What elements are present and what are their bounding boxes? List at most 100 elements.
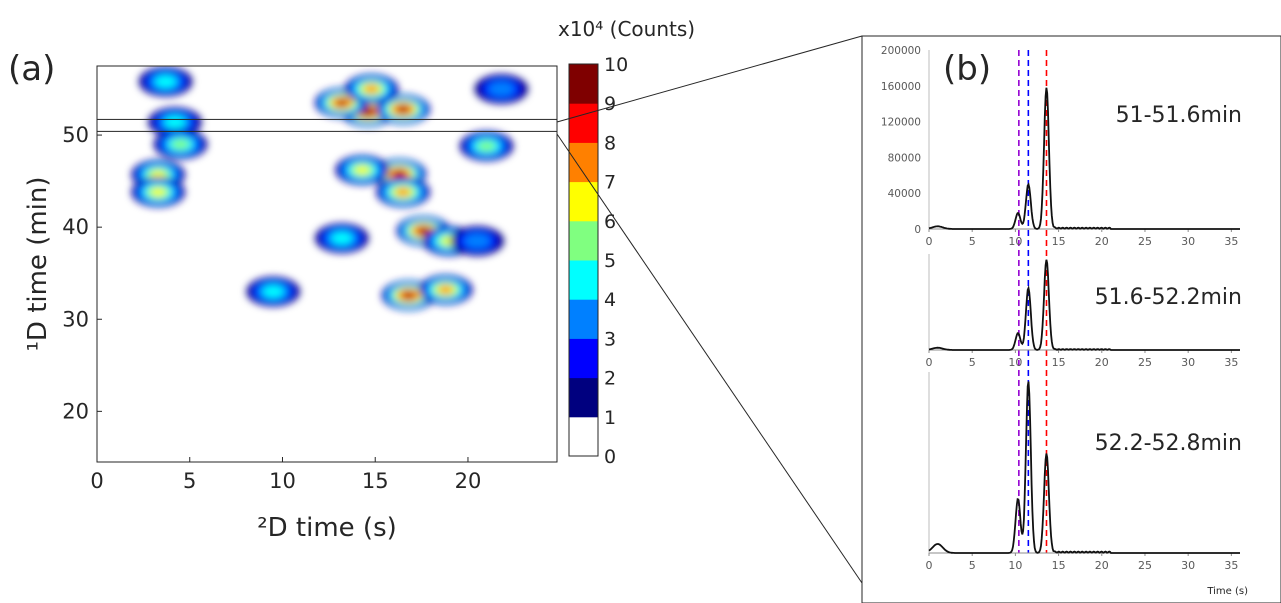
- chromatogram-trace: [928, 259, 1240, 351]
- heatmap-x-tick-label: 15: [362, 469, 389, 493]
- heatmap-blob-ring: [150, 187, 166, 197]
- chromatogram-x-tick-label: 0: [926, 356, 933, 369]
- heatmap-blob-ring: [150, 170, 166, 179]
- colorbar-segment: [569, 220, 598, 261]
- chromatogram-x-tick-label: 15: [1052, 235, 1066, 248]
- chromatogram-x-tick-label: 0: [926, 559, 933, 572]
- chromatogram-y-tick-label: 160000: [881, 81, 921, 93]
- chromatogram-x-tick-label: 5: [969, 235, 976, 248]
- heatmap-blob-ring: [488, 81, 515, 97]
- heatmap-blob-ring: [393, 170, 405, 177]
- chromatogram-x-tick-label: 0: [926, 235, 933, 248]
- heatmap-axes-frame: [96, 65, 558, 463]
- colorbar-unit-label: x10⁴ (Counts): [558, 17, 695, 41]
- chromatogram-x-tick-label: 25: [1138, 235, 1152, 248]
- heatmap-blob-ring: [337, 99, 347, 106]
- heatmap-blob-ring: [164, 116, 186, 129]
- heatmap-y-tick-label: 20: [62, 399, 89, 423]
- chromatogram-x-tick-label: 25: [1138, 356, 1152, 369]
- colorbar-tick-label: 6: [604, 211, 616, 233]
- chromatogram-y-tick-label: 200000: [881, 45, 921, 57]
- chromatogram-x-tick-label: 35: [1224, 356, 1238, 369]
- colorbar-tick-label: 7: [604, 172, 616, 194]
- colorbar-segment: [569, 377, 598, 418]
- chromatogram-x-tick-label: 5: [969, 559, 976, 572]
- chromatogram-x-tick-label: 15: [1052, 356, 1066, 369]
- heatmap-x-tick-label: 10: [269, 469, 296, 493]
- colorbar-tick-label: 0: [604, 446, 616, 468]
- colorbar-segment: [569, 181, 598, 222]
- colorbar-segment: [569, 416, 598, 457]
- chromatogram-x-tick-label: 20: [1095, 356, 1109, 369]
- chromatogram-trace: [928, 87, 1240, 230]
- panel-b-frame: [861, 35, 1281, 603]
- chromatogram-x-tick-label: 30: [1181, 356, 1195, 369]
- chromatogram-x-tick-label: 30: [1181, 559, 1195, 572]
- colorbar-segment: [569, 260, 598, 300]
- colorbar-tick-label: 5: [604, 250, 616, 272]
- chromatogram-x-tick-label: 20: [1095, 235, 1109, 248]
- colorbar-segment: [569, 338, 598, 379]
- colorbar-segment: [569, 103, 598, 143]
- heatmap-blobs: [131, 66, 529, 311]
- zoom-connector-bottom: [556, 133, 863, 584]
- heatmap-blob-ring: [262, 285, 284, 298]
- chromatogram-trace: [928, 381, 1240, 554]
- panel-b-label: (b): [943, 49, 991, 89]
- heatmap-blob-ring: [171, 139, 190, 150]
- chromatogram-y-tick-label: 120000: [881, 117, 921, 129]
- heatmap-y-tick-label: 40: [62, 215, 89, 239]
- colorbar-tick-label: 3: [604, 328, 616, 350]
- heatmap-y-tick-label: 30: [62, 307, 89, 331]
- heatmap-x-axis-label: ²D time (s): [257, 513, 397, 543]
- heatmap-blob-ring: [418, 227, 429, 234]
- chromatogram-x-tick-label: 5: [969, 356, 976, 369]
- colorbar: 0 1 2 3 4 5 6 7 8 9 10: [568, 54, 628, 468]
- heatmap-blob-ring: [463, 233, 491, 249]
- heatmap-blob-ring: [477, 141, 496, 152]
- heatmap-axes: 0 5 10 15 20 20 30 40 50: [62, 123, 481, 493]
- colorbar-tick-label: 1: [604, 407, 616, 429]
- chromatogram-stack: 0 5 10 15 20 25 30 3504000080000120000160000200…: [881, 45, 1242, 572]
- chromatogram-title: 51.6-52.2min: [1095, 285, 1242, 310]
- chromatogram-x-tick-label: 10: [1008, 235, 1022, 248]
- chromatogram-x-tick-label: 15: [1052, 559, 1066, 572]
- heatmap-y-tick-label: 50: [62, 123, 89, 147]
- chromatogram-title: 51-51.6min: [1116, 103, 1242, 128]
- heatmap-x-tick-label: 20: [455, 469, 482, 493]
- heatmap-y-axis-label: ¹D time (min): [23, 176, 53, 351]
- heatmap-blob-ring: [439, 286, 453, 294]
- colorbar-frame: [568, 63, 599, 457]
- heatmap-blob-ring: [397, 106, 409, 113]
- colorbar-segment: [569, 142, 598, 183]
- heatmap-blob-ring: [154, 75, 177, 88]
- heatmap-x-tick-label: 0: [90, 469, 103, 493]
- colorbar-tick-label: 10: [604, 54, 628, 76]
- chromatogram-x-axis-label: Time (s): [1206, 586, 1248, 597]
- heatmap-blob-ring: [396, 188, 410, 196]
- chromatogram-y-tick-label: 80000: [888, 152, 921, 164]
- colorbar-tick-label: 9: [604, 93, 616, 115]
- heatmap-plot-area: [97, 66, 557, 462]
- colorbar-tick-label: 2: [604, 368, 616, 390]
- heatmap-blob-ring: [364, 85, 379, 93]
- heatmap-x-tick-label: 5: [183, 469, 196, 493]
- chromatogram-x-tick-label: 10: [1008, 559, 1022, 572]
- heatmap-blob-ring: [363, 109, 372, 116]
- chromatogram-y-tick-label: 40000: [888, 188, 921, 200]
- chromatogram-title: 52.2-52.8min: [1095, 431, 1242, 456]
- chromatogram-x-tick-label: 25: [1138, 559, 1152, 572]
- colorbar-tick-label: 8: [604, 132, 616, 154]
- chromatogram-x-tick-label: 20: [1095, 559, 1109, 572]
- zoom-connector-top: [556, 35, 863, 123]
- chromatogram-x-tick-label: 35: [1224, 559, 1238, 572]
- chromatogram-y-tick-label: 0: [914, 224, 921, 236]
- chromatogram-x-tick-label: 30: [1181, 235, 1195, 248]
- heatmap-blob-ring: [403, 292, 414, 299]
- chromatogram-x-tick-label: 35: [1224, 235, 1238, 248]
- panel-a-label: (a): [8, 49, 55, 89]
- heatmap-blob-ring: [354, 165, 370, 175]
- colorbar-segment: [569, 64, 598, 104]
- colorbar-tick-label: 4: [604, 289, 616, 311]
- colorbar-segment: [569, 299, 598, 339]
